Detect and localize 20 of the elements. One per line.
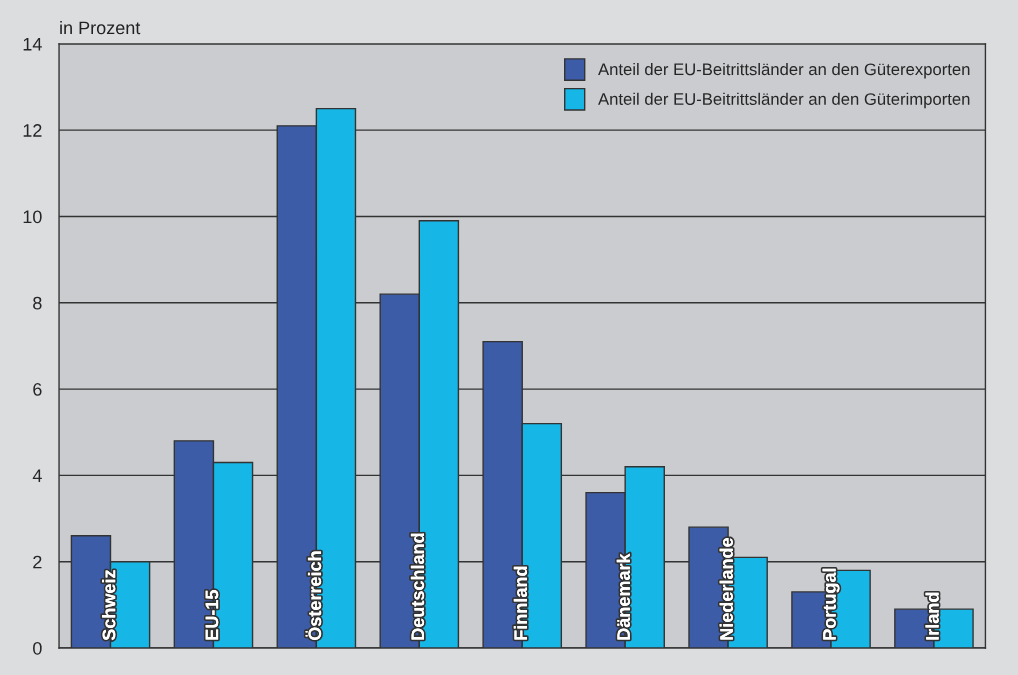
y-tick-label: 2	[33, 555, 42, 569]
y-tick-label: 4	[32, 469, 42, 482]
x-tick-label: Österreich	[305, 551, 322, 641]
y-axis-title: in Prozent	[60, 21, 141, 35]
x-tick-label: EU-15	[205, 590, 219, 640]
y-tick-label: 8	[33, 296, 42, 310]
legend-label: Anteil der EU-Beitrittsländer an den Güterimporten	[598, 92, 970, 109]
y-tick-label: 6	[33, 383, 42, 396]
y-tick-label: 12	[23, 124, 42, 137]
x-tick-label: Deutschland	[410, 533, 425, 640]
x-tick-label: Finnland	[513, 566, 528, 640]
y-tick-label: 14	[23, 38, 42, 51]
y-tick-label: 10	[23, 210, 42, 224]
x-tick-label: Niederlande	[719, 538, 733, 640]
y-tick-label: 0	[33, 641, 42, 655]
x-tick-label: Schweiz	[102, 570, 116, 641]
x-tick-label: Irland	[925, 592, 939, 640]
legend-label: Anteil der EU-Beitrittsländer an den Güterexporten	[598, 62, 970, 79]
x-tick-label: Dänemark	[616, 553, 631, 640]
x-tick-label: Portugal	[822, 568, 840, 640]
